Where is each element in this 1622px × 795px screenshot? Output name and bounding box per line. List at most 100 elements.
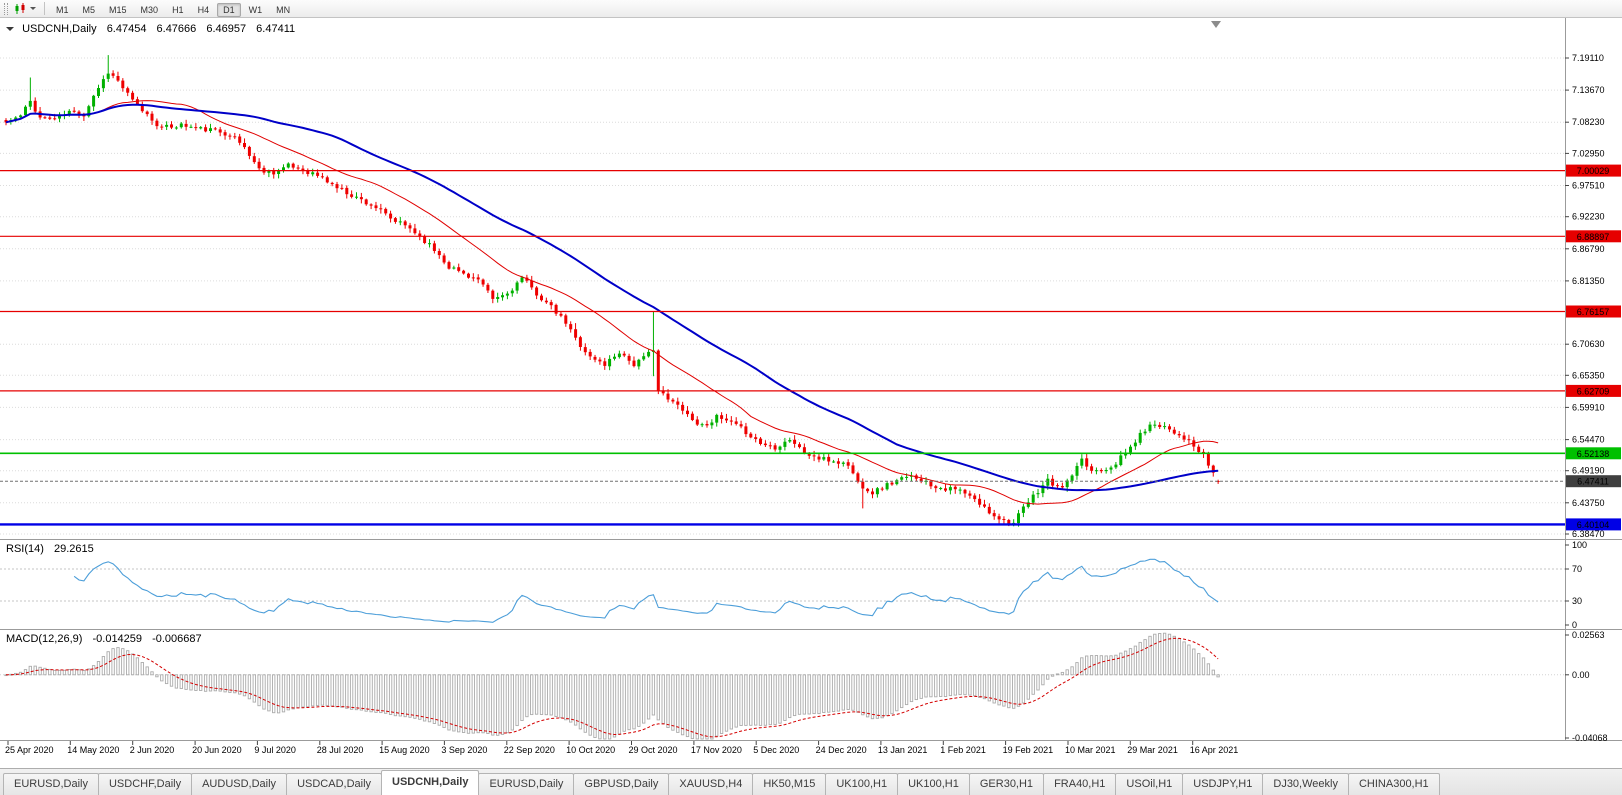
rsi-header: RSI(14) 29.2615 (6, 543, 94, 555)
tab-usoil-h1[interactable]: USOil,H1 (1115, 773, 1184, 795)
price-badge-label: 6.62709 (1577, 386, 1610, 396)
time-axis-label: 13 Jan 2021 (878, 745, 928, 755)
price-axis-label: 6.70630 (1572, 339, 1605, 349)
price-axis-label: 6.92230 (1572, 212, 1605, 222)
toolbar-separator (44, 2, 45, 15)
price-axis-label: 6.97510 (1572, 181, 1605, 191)
time-axis-label: 22 Sep 2020 (504, 745, 555, 755)
price-axis-label: 7.02950 (1572, 148, 1605, 158)
tab-ger30-h1[interactable]: GER30,H1 (968, 773, 1045, 795)
price-badge-label: 6.52138 (1577, 449, 1610, 459)
price-axis-label: 7.19110 (1572, 53, 1604, 63)
tab-uk100-h1[interactable]: UK100,H1 (897, 773, 970, 795)
ohlc-open: 6.47454 (106, 23, 147, 35)
timeframe-button-mn[interactable]: MN (276, 4, 291, 15)
time-axis-label: 16 Apr 2021 (1190, 745, 1239, 755)
rsi-axis-label: 70 (1572, 564, 1582, 574)
rsi-line (73, 558, 1219, 623)
timeframe-button-m5[interactable]: M5 (82, 4, 96, 15)
timeframe-button-m15[interactable]: M15 (109, 4, 127, 15)
price-axis-label: 6.49190 (1572, 466, 1605, 476)
rsi-value: 29.2615 (53, 543, 94, 555)
ma-fast-line (5, 100, 1219, 505)
tab-fra40-h1[interactable]: FRA40,H1 (1043, 773, 1117, 795)
tab-gbpusd-daily[interactable]: GBPUSD,Daily (573, 773, 670, 795)
rsi-axis-label: 30 (1572, 596, 1582, 606)
time-axis-label: 25 Apr 2020 (5, 745, 54, 755)
tab-dj30-weekly[interactable]: DJ30,Weekly (1262, 773, 1349, 795)
chart-shift-marker-icon[interactable] (1211, 21, 1221, 28)
macd-axis-label: 0.00 (1572, 670, 1590, 680)
time-axis-label: 10 Oct 2020 (566, 745, 615, 755)
price-badge-label: 6.40104 (1577, 520, 1610, 530)
rsi-axis-label: 0 (1572, 620, 1577, 630)
price-axis-label: 6.81350 (1572, 276, 1605, 286)
time-axis-label: 19 Feb 2021 (1003, 745, 1054, 755)
macd-signal-value: -0.006687 (152, 633, 202, 645)
price-axis-label: 6.86790 (1572, 244, 1605, 254)
time-axis-label: 24 Dec 2020 (816, 745, 867, 755)
toolbar-drag-handle[interactable] (4, 2, 8, 15)
timeframe-button-h1[interactable]: H1 (172, 4, 184, 15)
time-axis-label: 2 Jun 2020 (130, 745, 175, 755)
rsi-axis-label: 100 (1572, 540, 1587, 550)
chart-symbol-header: USDCNH,Daily 6.47454 6.47666 6.46957 6.4… (4, 23, 295, 35)
tab-audusd-daily[interactable]: AUDUSD,Daily (191, 773, 288, 795)
rsi-panel (0, 558, 1565, 623)
time-axis-label: 29 Oct 2020 (629, 745, 678, 755)
tab-hk50-m15[interactable]: HK50,M15 (752, 773, 827, 795)
price-badge-label: 6.47411 (1577, 477, 1609, 487)
chart-tabs-bar: EURUSD,Daily USDCHF,Daily AUDUSD,Daily USDC… (0, 768, 1622, 795)
timeframe-button-h4[interactable]: H4 (197, 4, 210, 15)
tab-uk100-h1[interactable]: UK100,H1 (825, 773, 899, 795)
price-axis-label: 6.54470 (1572, 435, 1605, 445)
time-axis-label: 28 Jul 2020 (317, 745, 364, 755)
timeframe-button-w1[interactable]: W1 (248, 4, 263, 15)
macd-axis-label: -0.04068 (1572, 733, 1608, 743)
price-axis-label: 6.65350 (1572, 370, 1605, 380)
tab-xauusd-h4[interactable]: XAUUSD,H4 (668, 773, 754, 795)
time-axis-label: 1 Feb 2021 (940, 745, 986, 755)
tab-usdchf-daily[interactable]: USDCHF,Daily (97, 773, 193, 795)
rsi-name: RSI(14) (6, 543, 44, 555)
chart-type-icon[interactable] (13, 2, 27, 15)
time-axis: 25 Apr 2020 14 May 2020 2 Jun 2020 20 Jun 2… (5, 741, 1238, 755)
rsi-axis: 100 70 30 0 (1565, 540, 1587, 630)
macd-signal-line (5, 637, 1219, 738)
chart-menu-icon[interactable] (6, 26, 14, 35)
ohlc-low: 6.46957 (206, 23, 247, 35)
ohlc-high: 6.47666 (156, 23, 197, 35)
macd-axis: 0.02563 0.00 -0.04068 (1565, 630, 1608, 743)
chart-type-dropdown-icon[interactable] (30, 7, 36, 13)
timeframe-toolbar: M1 M5 M15 M30 H1 H4 D1 W1 MN (0, 0, 1622, 18)
timeframe-buttons: M1 M5 M15 M30 H1 H4 D1 W1 MN (49, 0, 297, 18)
price-axis-label: 6.59910 (1572, 402, 1605, 412)
tab-eurusd-daily[interactable]: EURUSD,Daily (478, 773, 575, 795)
time-axis-label: 10 Mar 2021 (1065, 745, 1116, 755)
price-axis-label: 7.08230 (1572, 117, 1605, 127)
symbol-title: USDCNH,Daily (22, 23, 97, 35)
horizontal-lines[interactable] (0, 170, 1565, 526)
tab-eurusd-daily[interactable]: EURUSD,Daily (3, 773, 99, 795)
tab-china300-h1[interactable]: CHINA300,H1 (1347, 773, 1440, 795)
tab-usdjpy-h1[interactable]: USDJPY,H1 (1182, 773, 1264, 795)
price-badge-label: 6.76157 (1577, 307, 1610, 317)
time-axis-label: 15 Aug 2020 (379, 745, 430, 755)
timeframe-button-m30[interactable]: M30 (140, 4, 159, 15)
tab-usdcnh-daily[interactable]: USDCNH,Daily (381, 770, 480, 795)
macd-axis-label: 0.02563 (1572, 630, 1605, 640)
time-axis-label: 17 Nov 2020 (691, 745, 742, 755)
tab-usdcad-daily[interactable]: USDCAD,Daily (286, 773, 383, 795)
time-axis-label: 5 Dec 2020 (753, 745, 799, 755)
time-axis-label: 9 Jul 2020 (254, 745, 296, 755)
price-badge-label: 6.88897 (1577, 232, 1610, 242)
price-badges: 7.00029 6.88897 6.76157 6.62709 6.52138 6.401… (1566, 164, 1621, 531)
time-axis-label: 20 Jun 2020 (192, 745, 242, 755)
price-axis-label: 6.38470 (1572, 529, 1605, 539)
price-badge-label: 7.00029 (1577, 166, 1610, 176)
timeframe-button-d1[interactable]: D1 (217, 2, 241, 17)
chart-canvas[interactable]: 7.19110 7.13670 7.08230 7.02950 6.97510 6.922… (0, 18, 1622, 768)
timeframe-button-m1[interactable]: M1 (56, 4, 69, 15)
price-axis: 7.19110 7.13670 7.08230 7.02950 6.97510 6.922… (1565, 53, 1605, 539)
